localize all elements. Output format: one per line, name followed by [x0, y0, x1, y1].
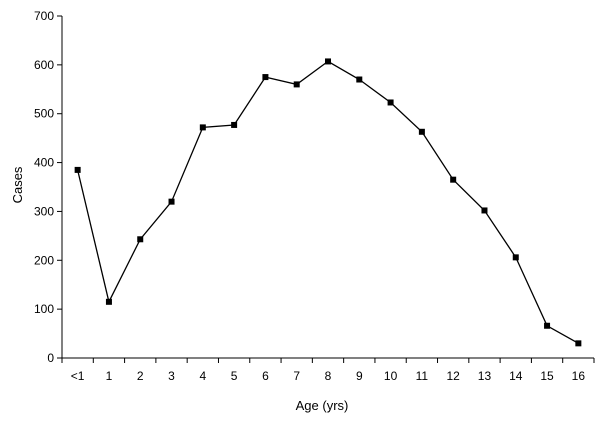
x-tick-label: 16	[572, 369, 586, 383]
data-point	[512, 254, 519, 261]
x-tick-label: 12	[446, 369, 460, 383]
y-axis: 0 100 200 300 400 500 600 700	[34, 9, 63, 365]
data-point	[575, 340, 582, 347]
data-point	[325, 58, 331, 65]
data-point	[231, 121, 238, 128]
data-point	[387, 99, 394, 106]
y-tick-label: 0	[47, 351, 54, 365]
x-tick-label: 2	[137, 369, 144, 383]
x-tick-label: 11	[416, 369, 429, 383]
y-tick-label: 300	[34, 204, 54, 218]
data-point	[450, 176, 457, 183]
x-tick-label: 15	[540, 369, 554, 383]
x-tick-label: 5	[231, 369, 238, 383]
series-line	[76, 60, 579, 344]
x-tick-label: 9	[356, 369, 363, 383]
x-tick-label: 4	[199, 369, 206, 383]
data-point	[168, 198, 175, 205]
x-tick-label: 3	[168, 369, 175, 383]
data-point	[137, 236, 144, 243]
x-tick-label: 1	[106, 369, 113, 383]
x-tick-label: 13	[478, 369, 492, 383]
x-tick-label: 6	[262, 369, 269, 383]
y-tick-label: 200	[34, 253, 54, 267]
data-point	[74, 166, 81, 173]
data-point	[199, 124, 206, 131]
x-axis: <1 1 2 3 4 5 6 7 8 9 10 11 12 13 14 15 16	[61, 357, 595, 383]
x-tick-label: 8	[325, 369, 332, 383]
data-point	[356, 76, 363, 83]
x-axis-title: Age (yrs)	[296, 398, 349, 413]
data-point	[293, 81, 300, 88]
data-point	[544, 322, 551, 329]
y-tick-label: 500	[34, 107, 54, 121]
x-tick-label: 10	[384, 369, 398, 383]
y-tick-label: 100	[34, 302, 54, 316]
y-axis-title: Cases	[10, 166, 25, 203]
y-tick-label: 700	[34, 9, 54, 23]
x-tick-label: 7	[293, 369, 300, 383]
x-tick-label: 14	[509, 369, 523, 383]
y-tick-label: 600	[34, 58, 54, 72]
y-tick-label: 400	[34, 156, 54, 170]
data-point	[105, 298, 112, 305]
series-layer	[74, 58, 582, 347]
data-point	[418, 128, 425, 135]
data-point	[262, 74, 269, 81]
x-tick-label: <1	[71, 369, 85, 383]
data-point	[481, 207, 488, 214]
